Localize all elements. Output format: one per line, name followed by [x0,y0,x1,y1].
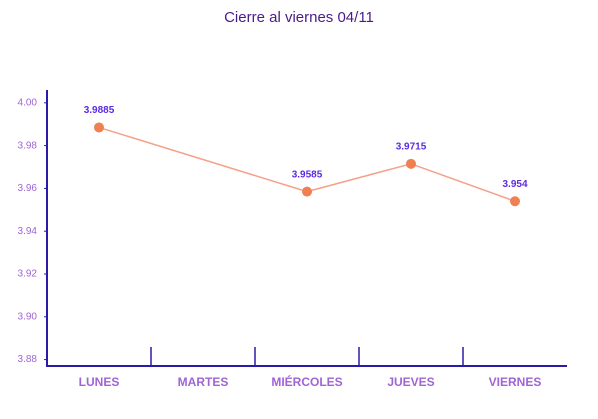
y-tick-label: 4.00 [18,97,38,108]
data-label: 3.954 [502,179,527,190]
y-tick-label: 3.90 [18,311,38,322]
data-point [94,122,104,133]
y-tick-label: 3.96 [18,183,38,194]
data-point [406,158,416,169]
data-point [510,196,520,207]
x-tick-label: MARTES [178,375,229,389]
line-segment [306,163,412,193]
data-point [302,186,312,197]
x-tick-label: MIÉRCOLES [271,374,342,389]
y-tick-label: 3.88 [18,354,38,365]
x-tick-label: VIERNES [489,375,542,389]
data-label: 3.9585 [292,169,323,180]
y-tick-label: 3.92 [18,269,38,280]
data-label: 3.9885 [84,105,115,116]
y-tick-label: 3.98 [18,140,38,151]
data-label: 3.9715 [396,141,427,152]
line-segment [410,163,516,202]
x-tick-label: JUEVES [387,375,434,389]
x-tick-label: LUNES [79,375,120,389]
chart-title: Cierre al viernes 04/11 [224,9,374,26]
line-segment [98,126,308,193]
y-tick-label: 3.94 [18,226,38,237]
